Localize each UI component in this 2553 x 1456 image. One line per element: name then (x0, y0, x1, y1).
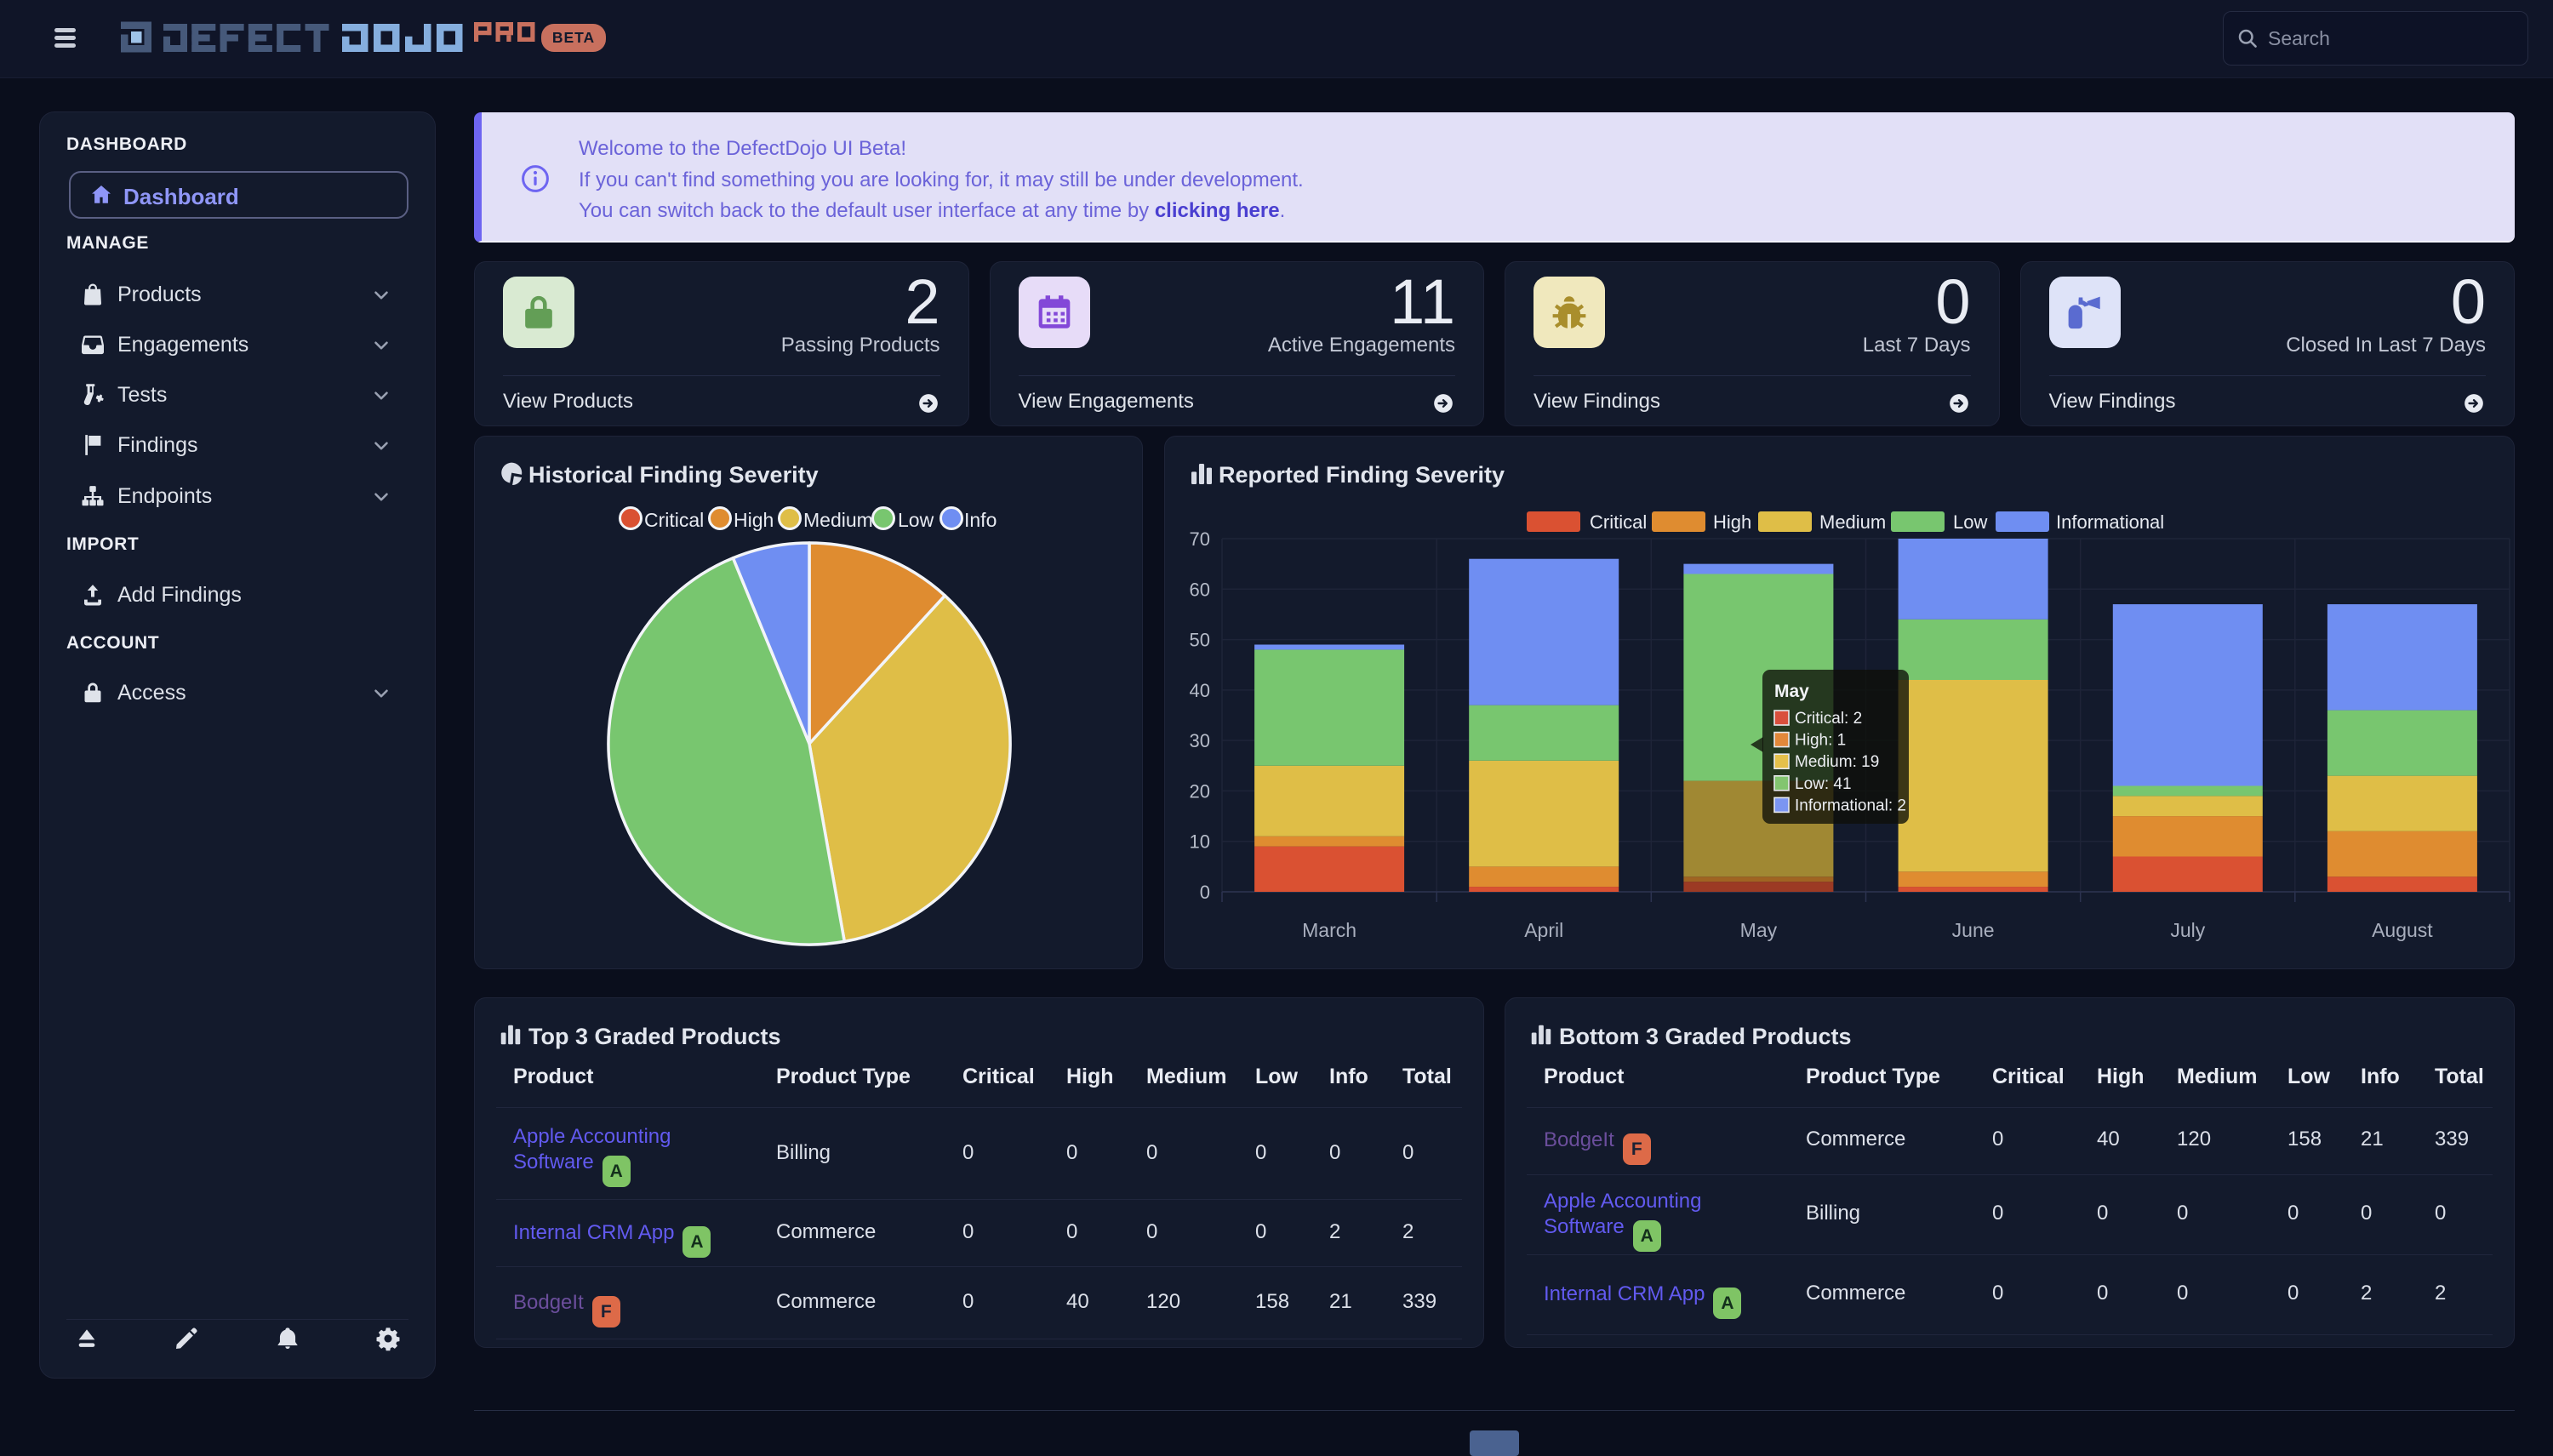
svg-text:August: August (2372, 919, 2433, 941)
svg-text:May: May (1740, 919, 1778, 941)
svg-text:Informational: Informational (2056, 511, 2164, 533)
svg-text:Low: Low (1953, 511, 1987, 533)
svg-text:High: 1: High: 1 (1795, 732, 1846, 750)
svg-text:July: July (2170, 919, 2205, 941)
svg-text:50: 50 (1190, 630, 1210, 651)
svg-text:April: April (1524, 919, 1563, 941)
svg-text:June: June (1952, 919, 1995, 941)
svg-text:Medium: 19: Medium: 19 (1795, 753, 1879, 771)
svg-text:March: March (1302, 919, 1356, 941)
svg-text:20: 20 (1190, 780, 1210, 802)
svg-text:0: 0 (1200, 882, 1210, 903)
svg-text:May: May (1774, 682, 1809, 701)
svg-text:Critical: 2: Critical: 2 (1795, 710, 1862, 728)
svg-text:40: 40 (1190, 680, 1210, 701)
svg-text:High: High (1713, 511, 1751, 533)
svg-text:30: 30 (1190, 730, 1210, 751)
svg-text:10: 10 (1190, 831, 1210, 853)
svg-text:Medium: Medium (1819, 511, 1886, 533)
svg-text:Critical: Critical (1590, 511, 1647, 533)
svg-text:Low: 41: Low: 41 (1795, 775, 1852, 793)
svg-text:60: 60 (1190, 579, 1210, 600)
svg-text:Informational: 2: Informational: 2 (1795, 797, 1906, 814)
svg-text:70: 70 (1190, 528, 1210, 550)
